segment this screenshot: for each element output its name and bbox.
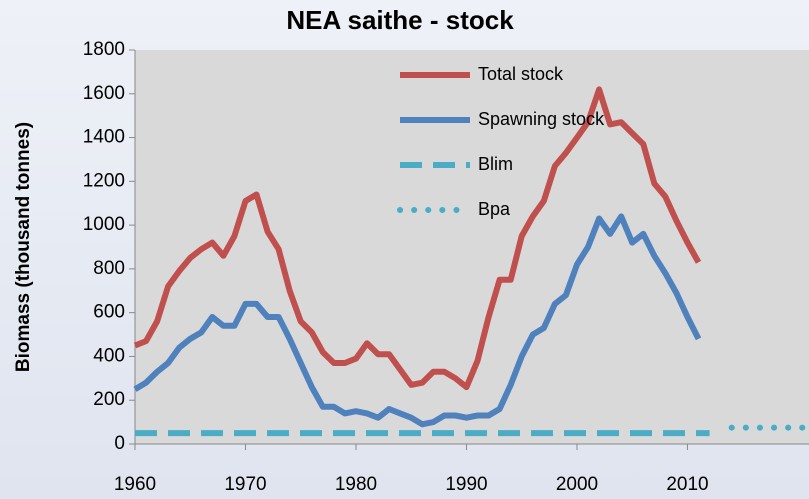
x-tick-label: 1990 — [445, 474, 487, 495]
line-solid — [133, 86, 702, 391]
y-tick-label: 1200 — [83, 170, 125, 191]
y-tick-label: 1000 — [83, 214, 125, 235]
y-tick-label: 400 — [93, 345, 125, 366]
y-tick-label: 1600 — [83, 83, 125, 104]
line-solid — [133, 213, 702, 428]
x-tick-label: 2000 — [556, 474, 598, 495]
x-tick-label: 1970 — [224, 474, 266, 495]
y-tick-label: 800 — [93, 258, 125, 279]
y-tick-label: 200 — [93, 389, 125, 410]
plot-area — [135, 50, 809, 444]
y-tick-label: 1800 — [83, 39, 125, 60]
y-tick-label: 1400 — [83, 127, 125, 148]
legend-label: Bpa — [478, 199, 511, 219]
legend-label: Total stock — [478, 64, 564, 84]
x-tick-label: 1960 — [114, 474, 156, 495]
x-tick-label: 2010 — [666, 474, 708, 495]
y-tick-label: 600 — [93, 302, 125, 323]
y-tick-label: 0 — [114, 433, 125, 454]
x-tick-label: 1980 — [335, 474, 377, 495]
legend-label: Spawning stock — [478, 109, 605, 129]
y-axis-label: Biomass (thousand tonnes) — [13, 122, 34, 372]
legend-label: Blim — [478, 154, 513, 174]
chart-title: NEA saithe - stock — [286, 5, 514, 35]
